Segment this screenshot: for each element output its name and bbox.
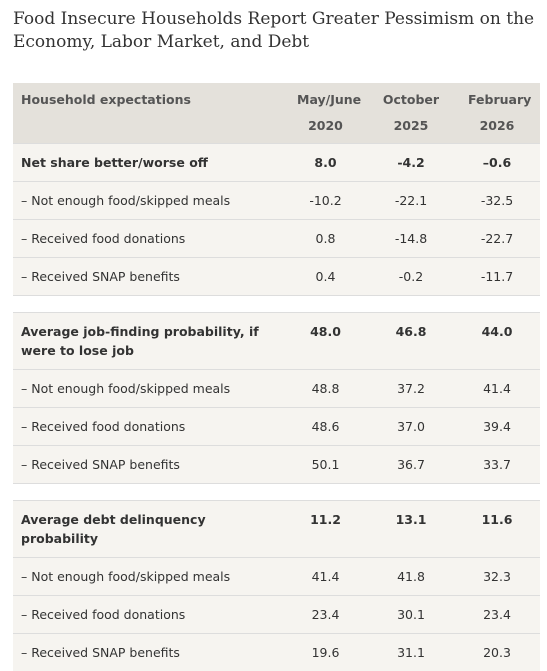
cell-value: -22.1 <box>368 182 454 220</box>
cell-value: 31.1 <box>368 634 454 671</box>
cell-value: -11.7 <box>454 258 540 296</box>
cell-value: 0.8 <box>283 220 368 258</box>
section-gap <box>13 296 540 313</box>
cell-value: 39.4 <box>454 408 540 446</box>
section-gap <box>13 484 540 501</box>
cell-value: -4.2 <box>368 144 454 182</box>
gap-cell <box>13 484 540 501</box>
cell-value: 23.4 <box>283 596 368 634</box>
row-label: – Received SNAP benefits <box>13 446 283 484</box>
column-header: October 2025 <box>368 83 454 144</box>
cell-value: 41.4 <box>283 558 368 596</box>
row-label: – Received SNAP benefits <box>13 634 283 671</box>
cell-value: 19.6 <box>283 634 368 671</box>
cell-value: 37.0 <box>368 408 454 446</box>
cell-value: 37.2 <box>368 370 454 408</box>
cell-value: 11.2 <box>283 501 368 558</box>
cell-value: 33.7 <box>454 446 540 484</box>
cell-value: 48.8 <box>283 370 368 408</box>
column-header: February 2026 <box>454 83 540 144</box>
cell-value: 36.7 <box>368 446 454 484</box>
row-label: Average debt delinquency probability <box>13 501 283 558</box>
sub-row: – Not enough food/skipped meals-10.2-22.… <box>13 182 540 220</box>
cell-value: 30.1 <box>368 596 454 634</box>
cell-value: 48.0 <box>283 313 368 370</box>
cell-value: 48.6 <box>283 408 368 446</box>
cell-value: -14.8 <box>368 220 454 258</box>
cell-value: -32.5 <box>454 182 540 220</box>
row-label: Average job-finding probability, if were… <box>13 313 283 370</box>
cell-value: 13.1 <box>368 501 454 558</box>
row-label: – Not enough food/skipped meals <box>13 370 283 408</box>
cell-value: -10.2 <box>283 182 368 220</box>
row-label: – Not enough food/skipped meals <box>13 182 283 220</box>
column-header: May/June 2020 <box>283 83 368 144</box>
cell-value: -0.2 <box>368 258 454 296</box>
row-label: – Received SNAP benefits <box>13 258 283 296</box>
cell-value: 41.4 <box>454 370 540 408</box>
page: Food Insecure Households Report Greater … <box>0 0 547 645</box>
row-label: – Not enough food/skipped meals <box>13 558 283 596</box>
cell-value: -22.7 <box>454 220 540 258</box>
cell-value: 41.8 <box>368 558 454 596</box>
gap-cell <box>13 296 540 313</box>
cell-value: 20.3 <box>454 634 540 671</box>
row-label: – Received food donations <box>13 596 283 634</box>
cell-value: 44.0 <box>454 313 540 370</box>
cell-value: 32.3 <box>454 558 540 596</box>
title: Food Insecure Households Report Greater … <box>13 8 538 54</box>
row-label: – Received food donations <box>13 220 283 258</box>
cell-value: 46.8 <box>368 313 454 370</box>
column-header: Household expectations <box>13 83 283 144</box>
row-label: – Received food donations <box>13 408 283 446</box>
section-row: Average job-finding probability, if were… <box>13 313 540 370</box>
cell-value: 23.4 <box>454 596 540 634</box>
cell-value: 50.1 <box>283 446 368 484</box>
cell-value: 11.6 <box>454 501 540 558</box>
row-label: Net share better/worse off <box>13 144 283 182</box>
cell-value: 8.0 <box>283 144 368 182</box>
cell-value: 0.4 <box>283 258 368 296</box>
cell-value: –0.6 <box>454 144 540 182</box>
